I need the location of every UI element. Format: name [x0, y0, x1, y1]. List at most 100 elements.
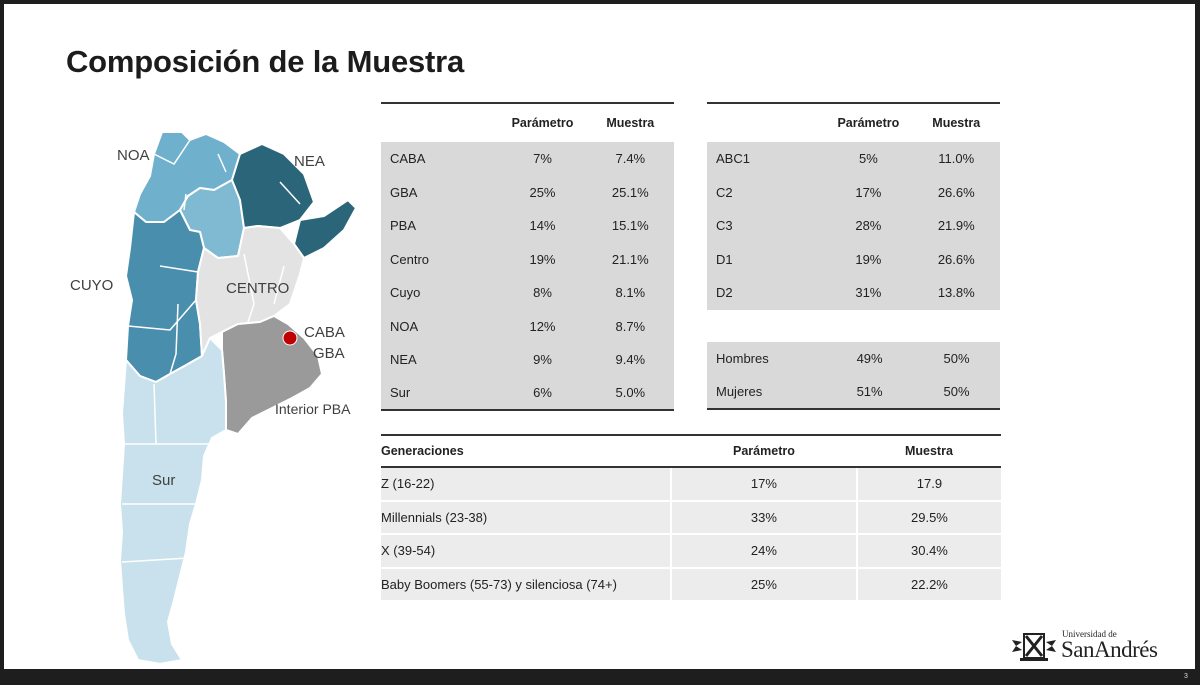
row-label: ABC1	[716, 151, 750, 167]
logo-subtitle: Universidad de	[1062, 629, 1117, 639]
region-table: Parámetro Muestra CABA 7% 7.4% GBA 25% 25.1%…	[381, 102, 674, 411]
row-sample: 50%	[943, 384, 970, 400]
table-row: Baby Boomers (55-73) y silenciosa (74+) 2…	[381, 567, 1001, 601]
table-row: Mujeres 51% 50%	[707, 375, 1000, 409]
header-sample: Muestra	[932, 116, 981, 130]
table-row: D1 19% 26.6%	[707, 242, 1000, 276]
table-row: NEA 9% 9.4%	[381, 343, 674, 377]
gender-table: Hombres 49% 50% Mujeres 51% 50%	[707, 342, 1000, 410]
row-param: 12%	[529, 318, 556, 334]
row-label: C2	[716, 184, 733, 200]
page-number: 3	[1184, 673, 1188, 680]
table-row: C3 28% 21.9%	[707, 209, 1000, 243]
nse-table: Parámetro Muestra ABC1 5% 11.0% C2 17% 26.6%…	[707, 102, 1000, 310]
row-sample: 8.7%	[615, 318, 646, 334]
row-sample: 5.0%	[615, 385, 646, 401]
row-param: 25%	[670, 567, 857, 601]
table-row: C2 17% 26.6%	[707, 175, 1000, 209]
row-sample: 50%	[943, 351, 970, 367]
header-param: Parámetro	[671, 435, 857, 468]
row-sample: 25.1%	[611, 184, 649, 200]
map-svg	[119, 131, 357, 665]
row-sample: 22.2%	[855, 567, 1001, 601]
table-header-row: Parámetro Muestra	[707, 103, 1000, 142]
map-label-cuyo: CUYO	[70, 277, 114, 294]
row-param: 24%	[670, 534, 857, 568]
map-label-sur: Sur	[152, 472, 176, 489]
row-param: 17%	[855, 184, 882, 200]
row-param: 28%	[855, 218, 882, 234]
row-label: Sur	[390, 385, 411, 401]
row-sample: 17.9	[855, 467, 1001, 501]
region-nea	[231, 143, 315, 229]
row-param: 5%	[858, 151, 878, 167]
region-cuyo	[125, 209, 205, 383]
row-sample: 21.1%	[611, 251, 649, 267]
table-row: PBA 14% 15.1%	[381, 209, 674, 243]
row-param: 49%	[856, 351, 883, 367]
table-row: Sur 6% 5.0%	[381, 376, 674, 410]
logo-name: SanAndrés	[1061, 637, 1158, 662]
row-sample: 15.1%	[611, 218, 649, 234]
map-label-caba: CABA	[304, 324, 345, 341]
row-label: D2	[716, 285, 733, 301]
table-row: Millennials (23-38) 33% 29.5%	[381, 500, 1001, 534]
row-label: CABA	[390, 151, 426, 167]
table-row: D2 31% 13.8%	[707, 276, 1000, 310]
row-label: Centro	[390, 251, 430, 267]
row-label: Millennials (23-38)	[381, 509, 488, 525]
map-label-noa: NOA	[117, 147, 150, 164]
row-param: 8%	[533, 285, 552, 301]
row-sample: 29.5%	[855, 500, 1001, 534]
row-sample: 30.4%	[855, 534, 1001, 568]
university-crest-icon	[1012, 633, 1056, 661]
header-param: Parámetro	[837, 116, 900, 130]
table-row: ABC1 5% 11.0%	[707, 142, 1000, 176]
table-row: NOA 12% 8.7%	[381, 309, 674, 343]
row-param: 17%	[670, 467, 857, 501]
row-param: 25%	[529, 184, 556, 200]
row-param: 19%	[529, 251, 556, 267]
row-param: 19%	[855, 251, 882, 267]
header-param: Parámetro	[511, 116, 574, 130]
page-title: Composición de la Muestra	[66, 44, 465, 79]
row-sample: 8.1%	[615, 285, 646, 301]
row-label: Cuyo	[390, 285, 421, 301]
row-param: 7%	[533, 151, 552, 167]
slide: Composición de la Muestra	[4, 4, 1195, 669]
table-header-row: Generaciones Parámetro Muestra	[381, 435, 1001, 468]
region-centro	[195, 225, 305, 357]
header-empty	[707, 103, 824, 142]
row-param: 51%	[856, 384, 883, 400]
table-row: Z (16-22) 17% 17.9	[381, 467, 1001, 501]
row-param: 31%	[855, 285, 882, 301]
row-sample: 11.0%	[938, 151, 975, 167]
map-label-gba: GBA	[313, 345, 345, 362]
row-sample: 9.4%	[615, 352, 646, 368]
row-param: 14%	[529, 218, 556, 234]
map-label-interior-pba: Interior PBA	[275, 401, 351, 417]
region-sur	[119, 337, 227, 665]
table-row: X (39-54) 24% 30.4%	[381, 534, 1001, 568]
row-label: X (39-54)	[381, 543, 436, 559]
row-label: PBA	[390, 218, 417, 234]
row-param: 33%	[670, 500, 857, 534]
university-logo	[1010, 626, 1180, 666]
map-label-centro: CENTRO	[226, 280, 290, 297]
caba-marker	[282, 330, 298, 346]
header-generations: Generaciones	[381, 435, 671, 468]
row-sample: 21.9%	[937, 218, 975, 234]
row-param: 9%	[533, 352, 552, 368]
table-row: Hombres 49% 50%	[707, 342, 1000, 376]
row-sample: 13.8%	[937, 285, 975, 301]
row-label: GBA	[390, 184, 418, 200]
row-sample: 7.4%	[615, 151, 646, 167]
table-header-row: Parámetro Muestra	[381, 103, 674, 142]
header-sample: Muestra	[606, 116, 655, 130]
row-sample: 26.6%	[937, 251, 975, 267]
argentina-map: NOA NEA CUYO CENTRO CABA GBA Interior PB…	[4, 4, 384, 669]
table-row: CABA 7% 7.4%	[381, 142, 674, 176]
table-row: GBA 25% 25.1%	[381, 175, 674, 209]
map-label-nea: NEA	[294, 153, 325, 170]
row-param: 6%	[533, 385, 552, 401]
